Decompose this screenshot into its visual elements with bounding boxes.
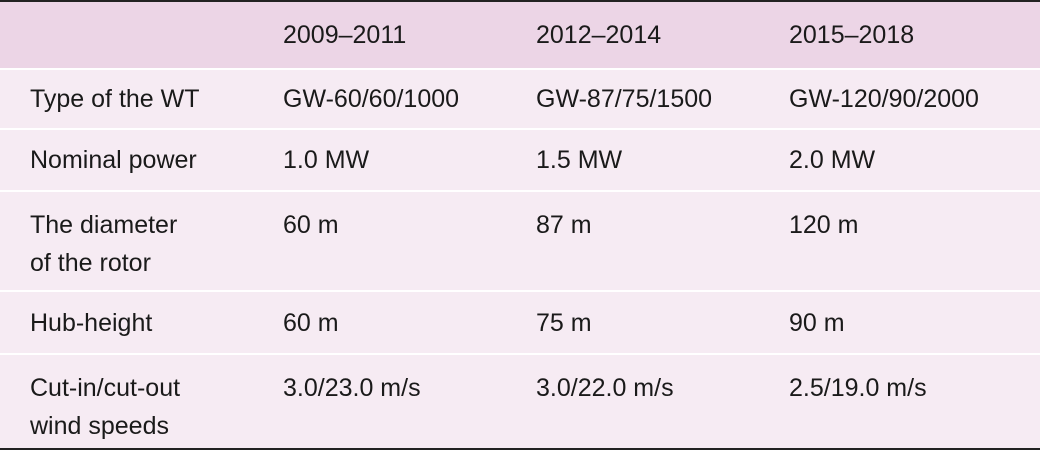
table-cell: 1.5 MW	[536, 146, 623, 174]
table-cell: 120 m	[789, 211, 859, 239]
label-line: Nominal power	[30, 146, 197, 174]
table-header: 2009–2011 2012–2014 2015–2018	[0, 1, 1040, 69]
table-row: Nominal power 1.0 MW 1.5 MW 2.0 MW	[0, 129, 1040, 191]
table-cell: 2.5/19.0 m/s	[789, 374, 927, 402]
table-cell: 3.0/22.0 m/s	[536, 374, 674, 402]
table-cell: 2.0 MW	[789, 146, 876, 174]
row-label: Cut-in/cut-out wind speeds	[0, 354, 253, 449]
header-row: 2009–2011 2012–2014 2015–2018	[0, 1, 1040, 69]
label-line: The diameter	[30, 211, 178, 239]
column-header: 2009–2011	[283, 21, 407, 49]
table-body: Type of the WT GW-60/60/1000 GW-87/75/1500…	[0, 69, 1040, 449]
table-row: Hub-height 60 m 75 m 90 m	[0, 291, 1040, 354]
label-line: of the rotor	[30, 249, 151, 277]
table-cell: 90 m	[789, 308, 845, 337]
table-cell: GW-87/75/1500	[536, 85, 713, 113]
column-header: 2015–2018	[789, 21, 915, 49]
row-label: Type of the WT	[0, 69, 253, 129]
table-cell: GW-60/60/1000	[283, 85, 460, 113]
label-line: Hub-height	[30, 308, 153, 337]
label-line: Cut-in/cut-out	[30, 374, 181, 402]
table-cell: 60 m	[283, 308, 339, 337]
row-label: The diameter of the rotor	[0, 191, 253, 291]
label-line: Type of the WT	[30, 85, 200, 113]
table-cell: 1.0 MW	[283, 146, 370, 174]
table-row: The diameter of the rotor 60 m 87 m 120 m	[0, 191, 1040, 291]
label-line: wind speeds	[30, 412, 169, 440]
table-row: Type of the WT GW-60/60/1000 GW-87/75/1500…	[0, 69, 1040, 129]
table-cell: 60 m	[283, 211, 339, 239]
corner-cell	[0, 1, 253, 69]
row-label: Hub-height	[0, 291, 253, 354]
row-label: Nominal power	[0, 129, 253, 191]
table-cell: 3.0/23.0 m/s	[283, 374, 421, 402]
table-cell: GW-120/90/2000	[789, 85, 979, 113]
column-header: 2012–2014	[536, 21, 662, 49]
table-cell: 75 m	[536, 308, 592, 337]
table-cell: 87 m	[536, 211, 592, 239]
table-row: Cut-in/cut-out wind speeds 3.0/23.0 m/s 3.0…	[0, 354, 1040, 449]
